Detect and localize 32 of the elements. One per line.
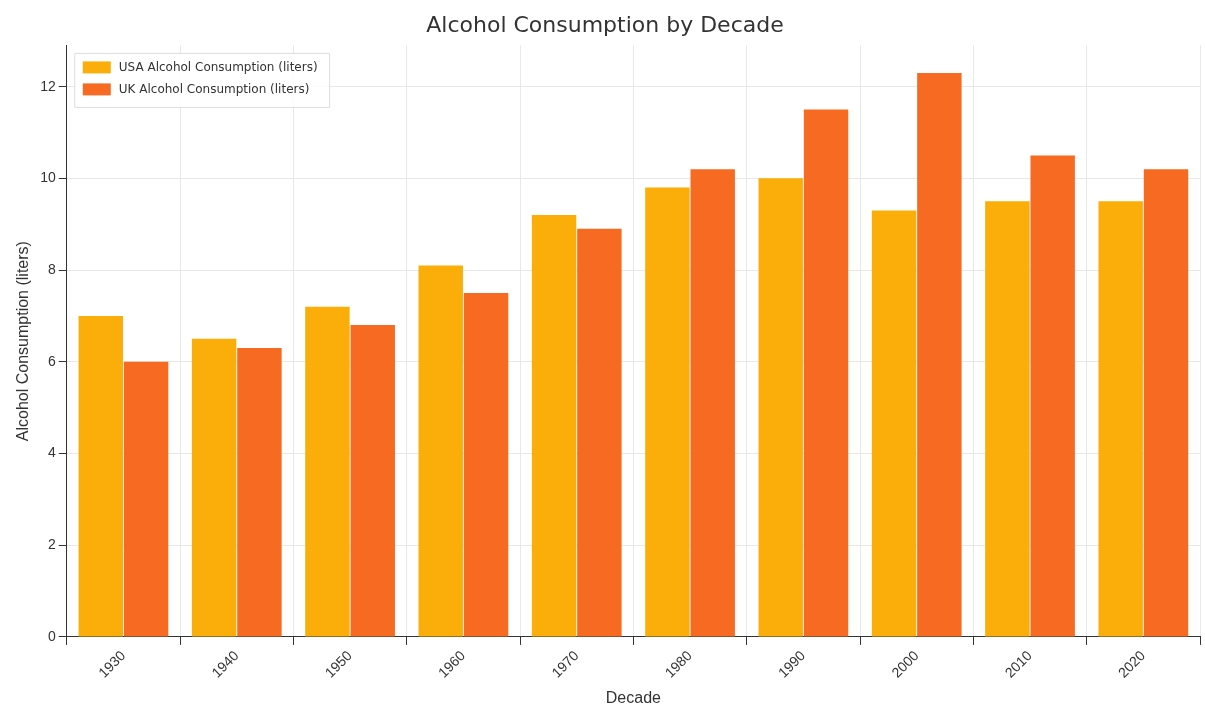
y-tick-label: 8 <box>47 260 56 277</box>
bar <box>1143 169 1189 637</box>
y-tick-label: 0 <box>47 627 56 644</box>
bar <box>985 201 1030 637</box>
bar <box>418 265 463 637</box>
legend-label: USA Alcohol Consumption (liters) <box>118 59 318 74</box>
bar <box>463 293 509 637</box>
bar <box>78 315 123 637</box>
bar <box>123 361 169 637</box>
bar <box>577 228 622 637</box>
bar <box>1030 155 1075 637</box>
bar <box>191 338 237 637</box>
legend-label: UK Alcohol Consumption (liters) <box>118 81 310 96</box>
y-axis-title: Alcohol Consumption (liters) <box>14 241 32 442</box>
y-tick-label: 4 <box>47 444 56 461</box>
bar <box>305 306 350 637</box>
bar <box>803 109 849 637</box>
bar <box>758 178 803 637</box>
y-tick-label: 10 <box>40 169 56 186</box>
bar <box>1098 201 1143 637</box>
y-tick-label: 12 <box>40 77 56 94</box>
bar <box>871 210 917 637</box>
chart-title: Alcohol Consumption by Decade <box>426 11 784 37</box>
bar <box>917 72 962 637</box>
y-tick-label: 6 <box>47 352 56 369</box>
x-axis-title: Decade <box>605 688 662 706</box>
bar <box>531 215 577 637</box>
bar <box>645 187 690 637</box>
y-tick-label: 2 <box>47 536 56 553</box>
bar <box>237 348 282 637</box>
bar <box>690 169 735 637</box>
bar <box>350 325 395 637</box>
